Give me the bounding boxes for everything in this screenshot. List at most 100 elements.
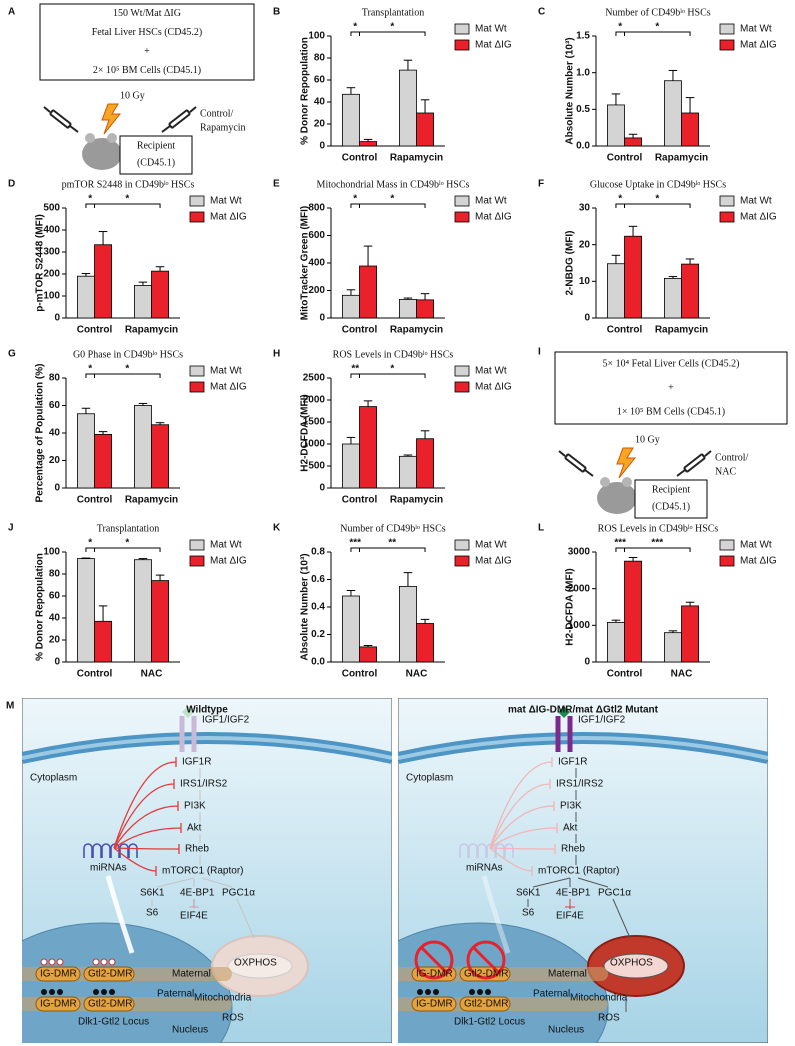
pathway-label: S6 [146, 908, 159, 919]
y-tick-label: 0.5 [576, 104, 590, 115]
y-tick-label: 20 [314, 119, 326, 130]
significance-bracket [615, 203, 691, 208]
mirna-export [481, 875, 511, 954]
panel-label: M [6, 701, 14, 712]
y-tick-label: 1000 [303, 439, 326, 450]
significance: *** [349, 538, 361, 549]
significance: * [390, 194, 394, 205]
bar [664, 632, 682, 663]
chart-title: ROS Levels in CD49bˡᵒ HSCs [598, 523, 719, 534]
bar [681, 112, 700, 147]
protocol-text: 1× 10⁵ BM Cells (CD45.1) [617, 406, 725, 417]
y-tick-label: 400 [308, 258, 325, 269]
pathway-label: S6 [522, 908, 535, 919]
bar [607, 104, 625, 147]
mirna-icon [477, 843, 487, 858]
y-tick-label: 100 [308, 31, 325, 42]
protocol-box [39, 3, 255, 81]
pathway-title: mat ΔIG-DMR/mat ΔGtl2 Mutant [508, 705, 659, 716]
pathway-label: PI3K [184, 801, 206, 812]
bar [359, 646, 378, 663]
y-tick-label: 500 [43, 203, 60, 214]
y-tick-label: 40 [314, 97, 326, 108]
legend-swatch [719, 23, 735, 35]
dmr-region [83, 966, 135, 982]
pathway-label: Rheb [561, 844, 585, 855]
protocol-text: + [144, 46, 150, 57]
dose-label: 10 Gy [635, 434, 660, 445]
inhibition-line [489, 801, 555, 849]
bar [133, 285, 152, 319]
y-tick-label: 1000 [568, 620, 591, 631]
y-axis-label: H2-DCFDA (MFI) [565, 568, 576, 645]
pathway-label: Gtl2-DMR [88, 969, 132, 980]
pathway-label: Nucleus [172, 1025, 208, 1036]
legend-label: Mat Wt [475, 540, 507, 551]
x-tick-label: Rapamycin [390, 325, 443, 336]
methyl-closed [417, 989, 423, 995]
x-tick-label: Control [77, 669, 113, 680]
dmr-region [411, 996, 457, 1012]
dmr-region [35, 996, 81, 1012]
y-axis-label: Percentage of Population (%) [35, 364, 46, 503]
protocol-text: 5× 10⁴ Fetal Liver Cells (CD45.2) [603, 358, 740, 369]
mirna-icon [459, 843, 469, 858]
inhibition-line [113, 757, 177, 849]
panel-label: D [8, 179, 15, 190]
pathway-label: Rheb [185, 844, 209, 855]
significance-bracket [350, 31, 426, 36]
legend-label: Mat Wt [740, 196, 772, 207]
protocol-text: Fetal Liver HSCs (CD45.2) [92, 27, 203, 38]
significance: * [88, 364, 92, 375]
methyl-closed [49, 989, 55, 995]
y-axis-label: % Donor Repopulation [35, 553, 46, 661]
lightning-icon [616, 447, 637, 479]
y-tick-label: 60 [49, 400, 61, 411]
bar [77, 413, 95, 489]
bar [151, 424, 170, 489]
legend-swatch [719, 211, 735, 223]
y-tick-label: 0.6 [311, 574, 325, 585]
pathway-label: Dlk1-Gtl2 Locus [78, 1017, 149, 1028]
bar [133, 559, 152, 663]
panel-label: L [538, 523, 544, 534]
pathway-label: IGF1R [182, 757, 211, 768]
methyl-open [92, 958, 100, 966]
legend-swatch [719, 539, 735, 551]
methyl-open [48, 958, 56, 966]
legend-label: Mat Wt [210, 540, 242, 551]
significance: * [618, 194, 622, 205]
recipient-label: (CD45.1) [137, 157, 175, 168]
syringe-icon [676, 450, 712, 477]
dmr-region [83, 996, 135, 1012]
significance: * [88, 538, 92, 549]
x-tick-label: Control [342, 153, 378, 164]
oxphos-core [603, 953, 669, 979]
significance: * [125, 364, 129, 375]
deletion-icon [414, 940, 454, 980]
legend-swatch [719, 195, 735, 207]
y-axis-label: p-mTOR S2448 (MFI) [35, 214, 46, 312]
chart-title: Transplantation [362, 7, 424, 18]
bar [94, 244, 113, 319]
bar [94, 620, 113, 663]
bar [607, 622, 625, 663]
significance-bracket [350, 547, 426, 552]
mouse-icon [597, 482, 637, 514]
pathway-label: OXPHOS [234, 958, 277, 969]
bar [416, 438, 435, 489]
y-tick-label: 100 [43, 547, 60, 558]
y-tick-label: 0 [319, 141, 325, 152]
legend-label: Mat Wt [740, 24, 772, 35]
y-tick-label: 40 [49, 428, 61, 439]
methyl-closed [469, 989, 475, 995]
inhibition-line [113, 779, 175, 849]
significance: * [125, 194, 129, 205]
y-tick-label: 1500 [303, 417, 326, 428]
significance: ** [388, 538, 396, 549]
pathway-label: EIF4E [556, 911, 584, 922]
legend-label: Mat ΔIG [475, 40, 512, 51]
dose-label: 10 Gy [120, 90, 145, 101]
deletion-slash [419, 945, 449, 975]
